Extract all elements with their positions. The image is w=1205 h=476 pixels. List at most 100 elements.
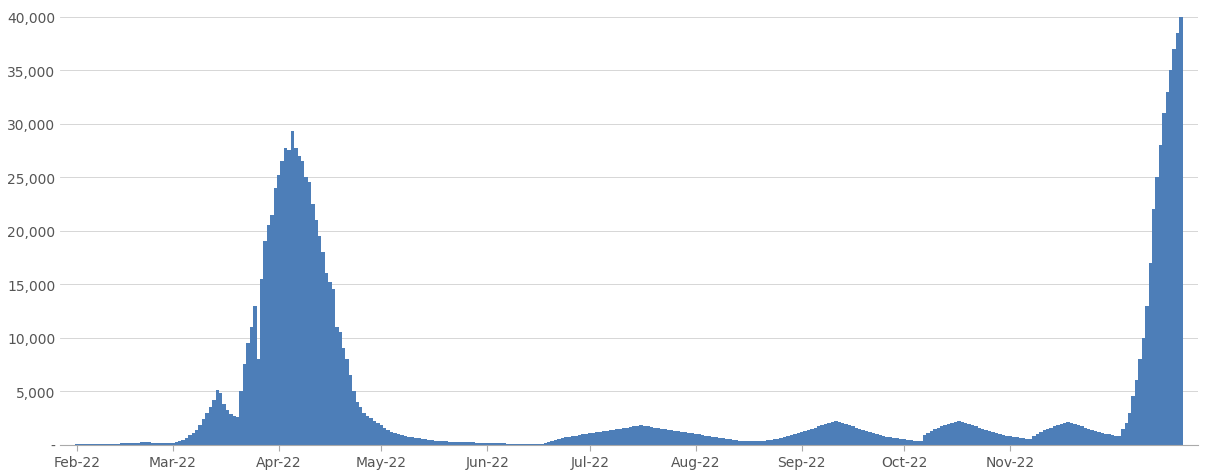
Bar	[1070, 423, 1074, 445]
Bar	[599, 432, 601, 445]
Bar	[998, 434, 1001, 445]
Bar	[1009, 436, 1012, 445]
Bar	[495, 443, 499, 445]
Bar	[472, 443, 475, 445]
Bar	[605, 431, 609, 445]
Bar	[346, 359, 348, 445]
Bar	[253, 306, 257, 445]
Bar	[184, 438, 188, 445]
Bar	[1016, 437, 1018, 445]
Bar	[1080, 426, 1083, 445]
Bar	[1159, 146, 1162, 445]
Bar	[947, 425, 951, 445]
Bar	[1107, 435, 1111, 445]
Bar	[352, 391, 355, 445]
Bar	[307, 183, 311, 445]
Bar	[629, 427, 633, 445]
Bar	[421, 439, 424, 445]
Bar	[523, 444, 527, 445]
Bar	[674, 431, 677, 445]
Bar	[711, 436, 715, 445]
Bar	[78, 444, 82, 445]
Bar	[348, 375, 352, 445]
Bar	[93, 444, 96, 445]
Bar	[1176, 34, 1180, 445]
Bar	[977, 427, 981, 445]
Bar	[123, 444, 127, 445]
Bar	[89, 444, 93, 445]
Bar	[698, 435, 701, 445]
Bar	[158, 443, 161, 445]
Bar	[372, 421, 376, 445]
Bar	[431, 440, 434, 445]
Bar	[1139, 359, 1141, 445]
Bar	[236, 417, 240, 445]
Bar	[1039, 432, 1042, 445]
Bar	[458, 442, 462, 445]
Bar	[311, 205, 315, 445]
Bar	[571, 436, 575, 445]
Bar	[246, 343, 249, 445]
Bar	[202, 419, 205, 445]
Bar	[1131, 397, 1135, 445]
Bar	[595, 432, 599, 445]
Bar	[575, 436, 577, 445]
Bar	[102, 444, 106, 445]
Bar	[742, 441, 745, 445]
Bar	[1074, 425, 1077, 445]
Bar	[96, 444, 99, 445]
Bar	[1121, 429, 1124, 445]
Bar	[813, 427, 817, 445]
Bar	[851, 426, 854, 445]
Bar	[225, 410, 229, 445]
Bar	[763, 441, 765, 445]
Bar	[722, 438, 724, 445]
Bar	[718, 438, 722, 445]
Bar	[489, 443, 493, 445]
Bar	[616, 429, 619, 445]
Bar	[318, 237, 322, 445]
Bar	[1135, 381, 1139, 445]
Bar	[581, 435, 584, 445]
Bar	[502, 444, 506, 445]
Bar	[315, 220, 318, 445]
Bar	[739, 441, 742, 445]
Bar	[404, 436, 407, 445]
Bar	[506, 444, 510, 445]
Bar	[701, 435, 704, 445]
Bar	[475, 443, 478, 445]
Bar	[294, 149, 298, 445]
Bar	[1005, 436, 1009, 445]
Bar	[584, 434, 588, 445]
Bar	[383, 427, 387, 445]
Bar	[301, 162, 305, 445]
Bar	[387, 430, 390, 445]
Bar	[117, 444, 119, 445]
Bar	[363, 413, 366, 445]
Bar	[912, 441, 916, 445]
Bar	[493, 443, 495, 445]
Bar	[1025, 439, 1029, 445]
Bar	[322, 252, 325, 445]
Bar	[834, 421, 837, 445]
Bar	[869, 432, 871, 445]
Bar	[951, 423, 953, 445]
Bar	[536, 444, 540, 445]
Bar	[270, 215, 274, 445]
Bar	[143, 442, 147, 445]
Bar	[243, 365, 246, 445]
Bar	[940, 426, 944, 445]
Bar	[551, 442, 554, 445]
Bar	[1111, 435, 1115, 445]
Bar	[804, 431, 807, 445]
Bar	[462, 442, 465, 445]
Bar	[469, 443, 472, 445]
Bar	[355, 402, 359, 445]
Bar	[765, 440, 769, 445]
Bar	[130, 443, 134, 445]
Bar	[1172, 50, 1176, 445]
Bar	[988, 431, 992, 445]
Bar	[510, 444, 513, 445]
Bar	[530, 444, 534, 445]
Bar	[622, 428, 625, 445]
